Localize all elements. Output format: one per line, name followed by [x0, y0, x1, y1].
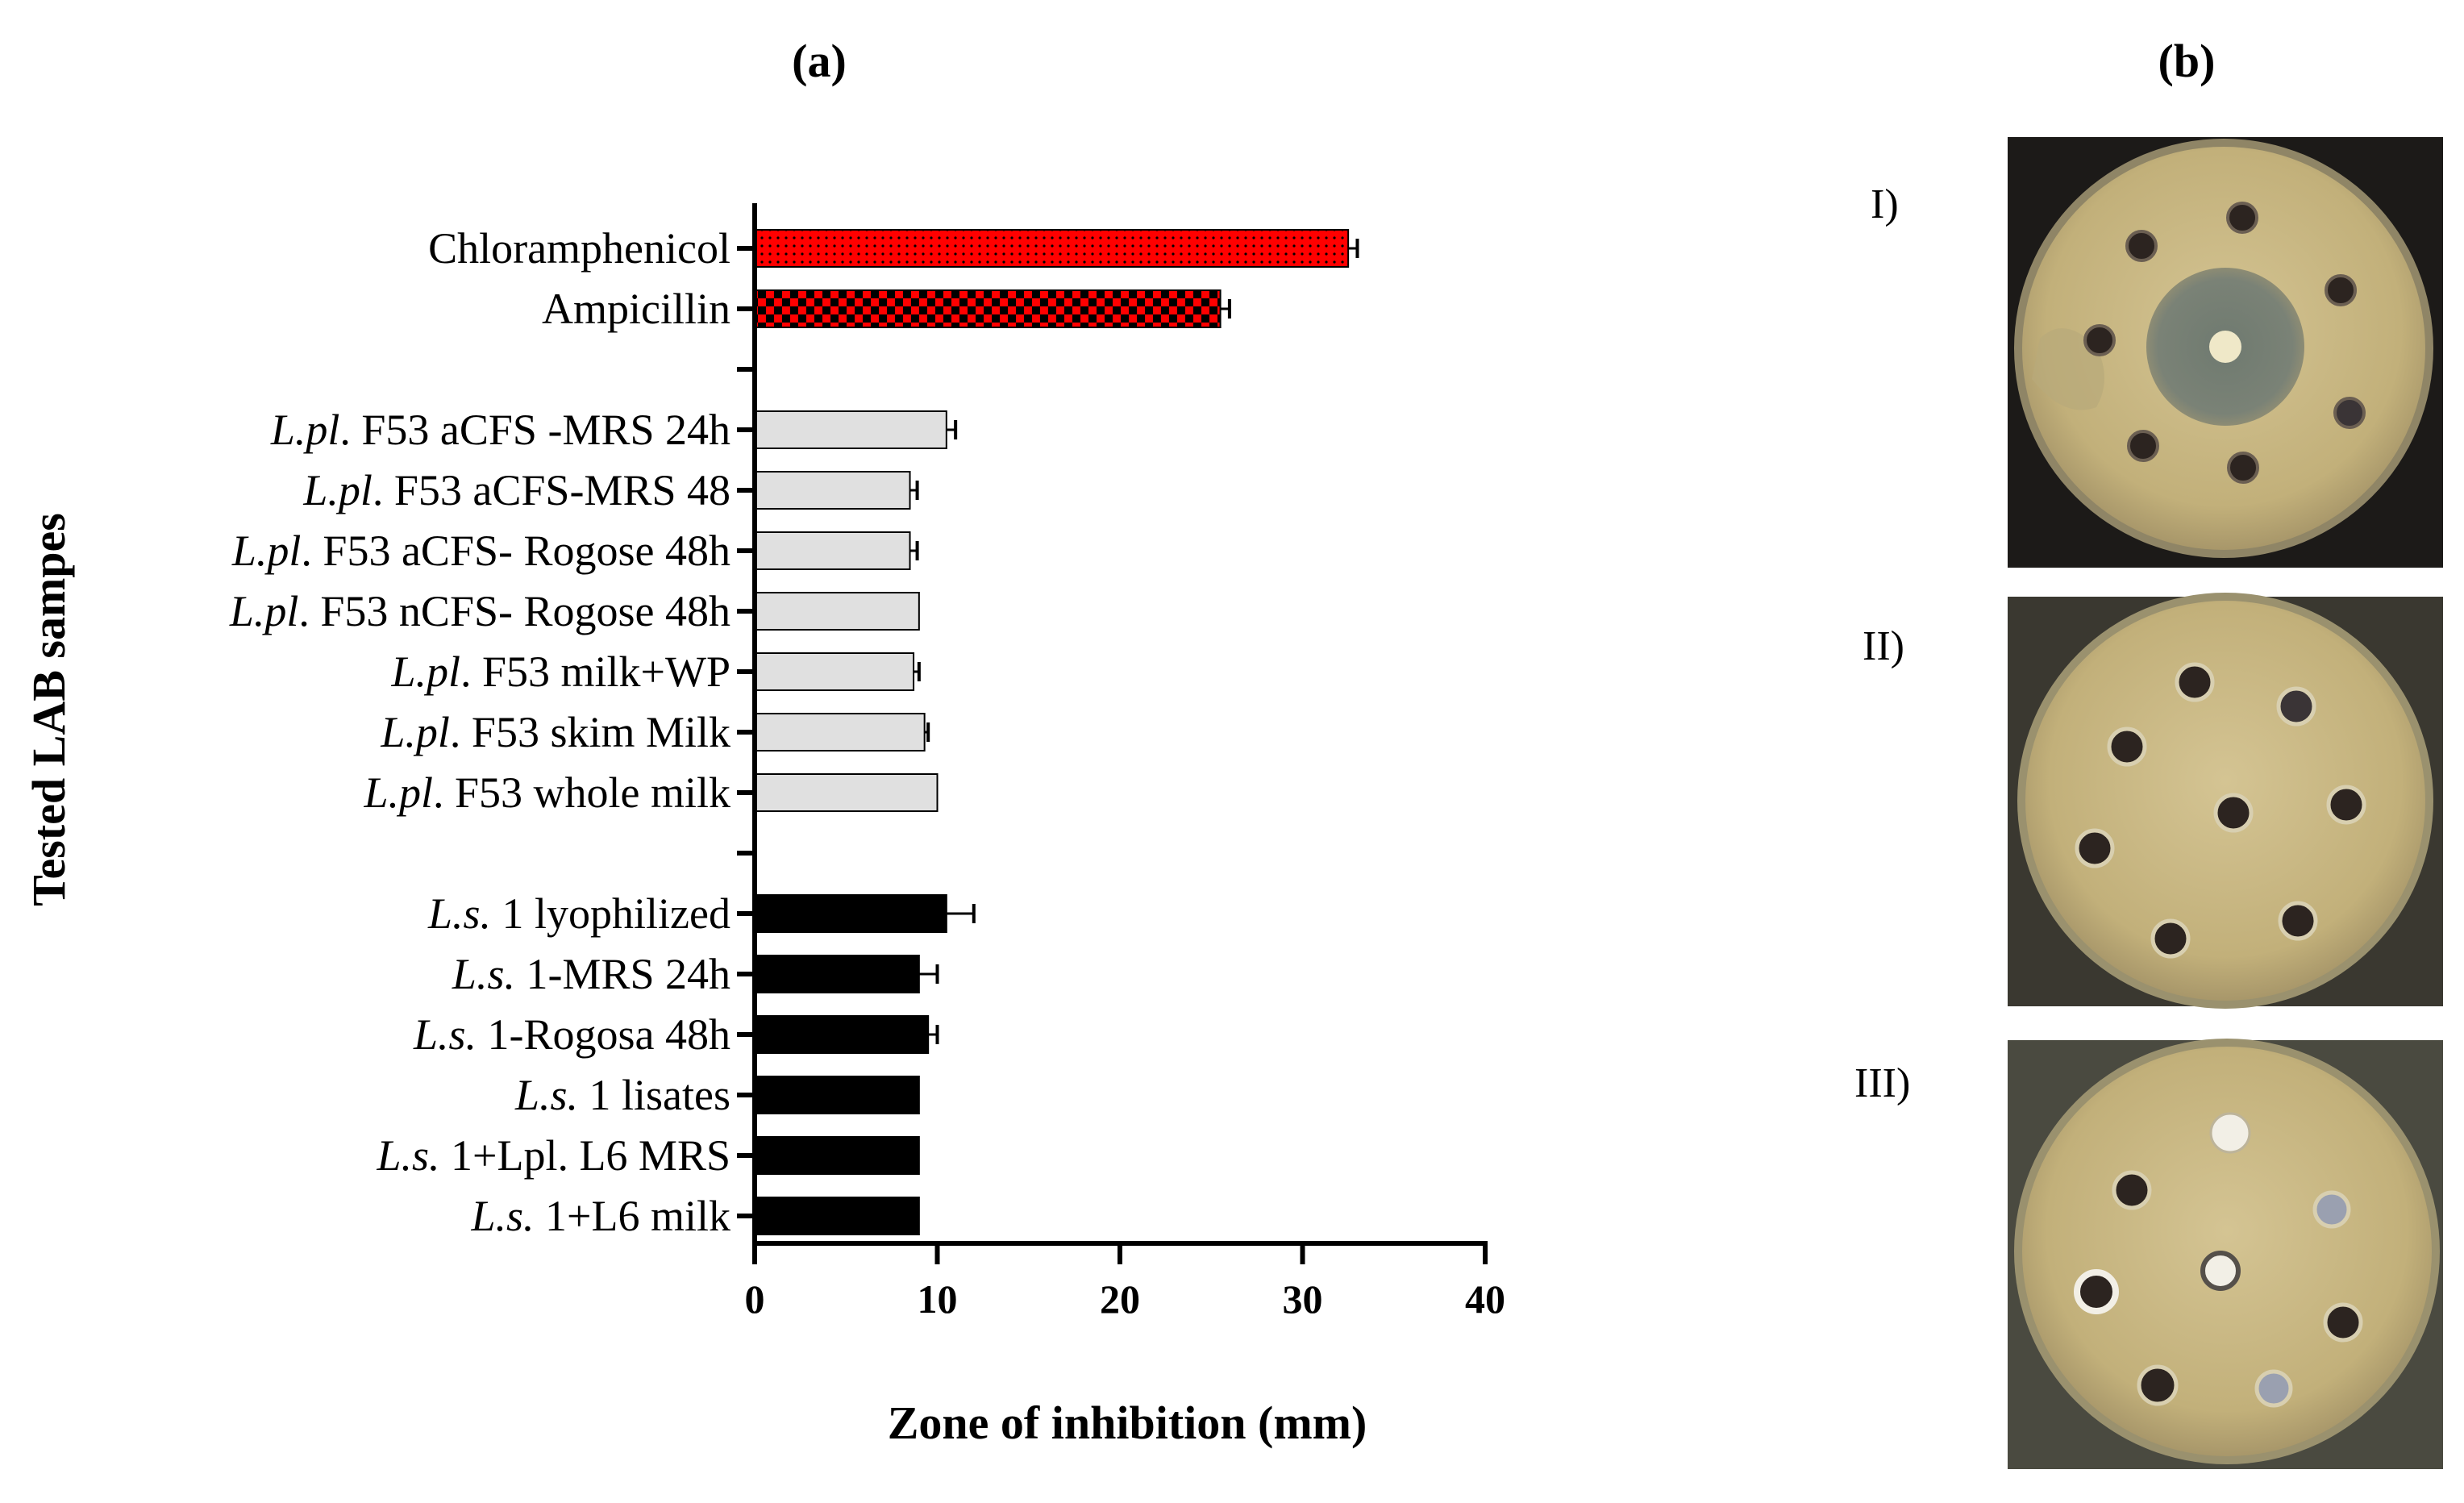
category-label: L.s. 1+Lpl. L6 MRS [376, 1131, 730, 1180]
category-label-species: L.pl [229, 587, 299, 635]
plate-photo-1 [2008, 137, 2443, 568]
x-tick-label: 30 [1283, 1276, 1323, 1322]
category-label-species: L.s. [376, 1131, 439, 1180]
category-label-sample: 1-Rogosa 48h [477, 1010, 730, 1059]
category-label-species: L.s. [427, 889, 491, 938]
bar [754, 1015, 930, 1054]
category-label: L.pl. F53 skim Milk [380, 708, 730, 756]
category-label: L.pl. F53 nCFS- Rogose 48h [229, 587, 730, 635]
error-bar [914, 662, 921, 681]
category-label: Chloramphenicol [428, 224, 730, 273]
bar [754, 713, 926, 752]
plate-label-1: I) [1871, 181, 1899, 227]
x-tick-label: 40 [1465, 1276, 1505, 1322]
bar [754, 652, 915, 691]
category-label-sample: 1 lisates [578, 1071, 730, 1119]
bar [754, 471, 911, 510]
category-label: L.s. 1+L6 milk [471, 1192, 731, 1240]
category-label-species: L.s. [413, 1010, 477, 1059]
category-label-sample: Ampicillin [542, 285, 730, 333]
category-label-sample: . F53 aCFS -MRS 24h [339, 406, 730, 454]
x-tick-label: 10 [918, 1276, 958, 1322]
error-bar [1348, 239, 1359, 258]
bar [754, 229, 1350, 268]
plate-photo-2 [2008, 593, 2443, 1009]
category-label-sample: . F53 nCFS- Rogose 48h [298, 587, 730, 635]
bar [754, 894, 947, 933]
plate-label-2: II) [1863, 623, 1904, 669]
error-bar [946, 904, 976, 923]
error-bar [909, 481, 919, 500]
category-label: L.s. 1 lyophilized [427, 889, 730, 938]
bar [754, 773, 939, 812]
category-label-species: L.s. [514, 1071, 578, 1119]
category-label-sample: 1+Lpl. L6 MRS [440, 1131, 731, 1180]
error-bar [924, 722, 930, 742]
plate-photos: I) II) III) [1854, 137, 2443, 1469]
category-label-sample: . F53 aCFS- Rogose 48h [301, 527, 730, 575]
panel-label-a: (a) [792, 35, 847, 87]
category-label-species: L.pl [302, 466, 373, 514]
bar [754, 955, 920, 993]
bar [754, 410, 947, 449]
bar [754, 531, 911, 570]
category-label-sample: . F53 skim Milk [450, 708, 730, 756]
category-label-species: L.pl [380, 708, 450, 756]
category-label-species: L.pl [231, 527, 302, 575]
y-ticks-layer [737, 246, 755, 1218]
category-label-sample: 1 lyophilized [491, 889, 730, 938]
error-bar [918, 964, 939, 984]
panel-label-b: (b) [2158, 35, 2216, 87]
bar [754, 592, 920, 631]
category-label-species: L.pl [363, 768, 433, 817]
bar [754, 289, 1222, 328]
category-label-sample: Chloramphenicol [428, 224, 730, 273]
x-ticks-layer: 0 10 20 30 40 [745, 1243, 1505, 1322]
category-label: Ampicillin [542, 285, 730, 333]
bar [754, 1076, 920, 1114]
bar [754, 1197, 920, 1235]
category-label-sample: . F53 whole milk [433, 768, 730, 817]
y-axis-title: Tested LAB sampes [23, 513, 75, 906]
error-bar [1220, 299, 1231, 319]
category-label-species: L.pl [270, 406, 340, 454]
category-label: L.s. 1 lisates [514, 1071, 730, 1119]
error-bar [928, 1025, 939, 1044]
plate-photo-3 [2008, 1039, 2443, 1469]
bars-layer [754, 229, 1350, 1235]
category-label-sample: . F53 milk+WP [460, 647, 730, 696]
category-label: L.pl. F53 aCFS- Rogose 48h [231, 527, 730, 575]
category-label: L.s. 1-MRS 24h [452, 950, 730, 998]
bar [754, 1136, 920, 1175]
category-label-species: L.pl [390, 647, 460, 696]
x-tick-label: 20 [1100, 1276, 1140, 1322]
x-axis-title: Zone of inhibition (mm) [888, 1397, 1367, 1449]
category-label: L.pl. F53 aCFS -MRS 24h [270, 406, 730, 454]
category-label-species: L.s. [471, 1192, 535, 1240]
category-label-sample: 1+L6 milk [535, 1192, 730, 1240]
error-bar [909, 541, 919, 560]
category-label: L.s. 1-Rogosa 48h [413, 1010, 730, 1059]
error-bars-layer [909, 239, 1359, 1044]
category-label-sample: 1-MRS 24h [515, 950, 730, 998]
category-label: L.pl. F53 aCFS-MRS 48 [302, 466, 730, 514]
category-label-species: L.s. [452, 950, 515, 998]
category-label-sample: . F53 aCFS-MRS 48 [373, 466, 730, 514]
category-label: L.pl. F53 whole milk [363, 768, 730, 817]
plate-label-3: III) [1854, 1060, 1910, 1106]
error-bar [946, 420, 958, 439]
x-tick-label: 0 [745, 1276, 765, 1322]
category-label: L.pl. F53 milk+WP [390, 647, 730, 696]
